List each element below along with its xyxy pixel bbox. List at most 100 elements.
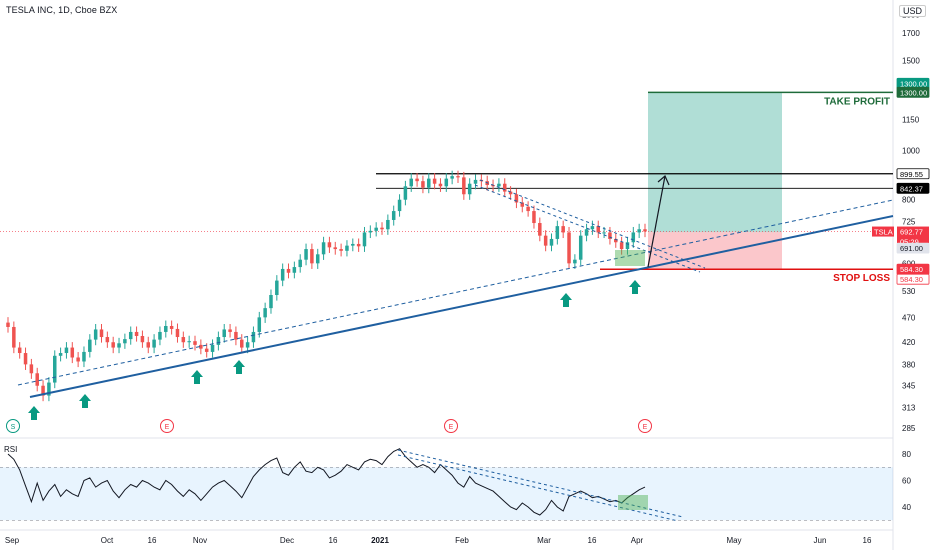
y-tick-label: 1500 — [902, 57, 920, 66]
y-tick-label: 313 — [902, 403, 916, 412]
candle-body — [596, 226, 601, 233]
candle-body — [240, 339, 244, 348]
candle-body — [210, 344, 215, 352]
candle-body — [491, 185, 495, 187]
y-tick-label: 345 — [902, 382, 916, 391]
candle-body — [216, 337, 221, 345]
candle-body — [280, 268, 285, 281]
candle-body — [99, 329, 104, 338]
stop-price-2-tag — [896, 273, 930, 285]
candle-body — [467, 183, 472, 195]
candle-body — [128, 331, 133, 340]
main-uptrend-line — [29, 215, 894, 398]
candle-body — [245, 342, 250, 348]
resistance-899-tag-text: 899.55 — [900, 170, 923, 179]
candle-body — [111, 342, 115, 348]
candle-body — [82, 351, 86, 362]
candle-body — [298, 259, 302, 268]
stop-price-tag-text: 584.30 — [900, 265, 923, 274]
candle-body — [462, 177, 466, 195]
candle-body — [432, 178, 437, 184]
candle-body — [421, 181, 425, 188]
entry-price-tag — [896, 242, 930, 254]
resistance-842-tag-text: 842.37 — [900, 184, 923, 193]
candle-body — [146, 342, 151, 348]
candle-body — [497, 183, 501, 187]
candle-body — [321, 242, 326, 255]
candle-body — [555, 226, 560, 239]
x-tick-label: Sep — [5, 536, 20, 545]
candle-body — [625, 242, 630, 250]
resistance-899-tag — [896, 168, 930, 180]
candle-body — [187, 341, 191, 343]
candle-body — [456, 176, 460, 178]
candle-body — [23, 353, 28, 365]
rsi-consolidation-box — [618, 495, 648, 510]
up-arrow-icon — [560, 293, 572, 307]
candle-body — [17, 347, 22, 354]
dashed-uptrend-line — [17, 199, 894, 386]
event-marker-earnings-icon — [444, 419, 458, 433]
candle-body — [228, 329, 232, 332]
candle-body — [105, 337, 110, 343]
x-tick-label: May — [726, 536, 741, 545]
candle-body — [175, 328, 180, 338]
candle-body — [263, 308, 267, 318]
y-tick-label: 380 — [902, 360, 916, 369]
x-tick-label: 16 — [148, 536, 157, 545]
candle-body — [333, 247, 338, 250]
candle-body — [64, 347, 69, 354]
candle-body — [339, 249, 343, 251]
candle-body — [391, 211, 396, 220]
take-profit-zone — [648, 92, 782, 233]
rsi-line — [7, 448, 646, 516]
candle-body — [444, 178, 449, 187]
candle-body — [561, 226, 565, 233]
candle-body — [327, 242, 332, 248]
y-tick-label: 530 — [902, 287, 916, 296]
candle-body — [275, 280, 279, 295]
candle-body — [286, 268, 291, 273]
candle-body — [93, 329, 98, 340]
candle-body — [6, 322, 10, 327]
event-marker-label: E — [449, 424, 454, 431]
last-price-tag-text: 692.77 — [900, 228, 923, 237]
resistance-842-tag — [896, 182, 930, 194]
candle-body — [514, 194, 519, 203]
last-price-tag — [897, 226, 929, 247]
candle-body — [310, 249, 314, 264]
currency-selector[interactable]: USD — [898, 5, 926, 17]
candle-body — [538, 223, 542, 236]
rsi-band — [0, 467, 893, 521]
event-marker-earnings-icon — [638, 419, 652, 433]
chart-title: TESLA INC, 1D, Cboe BZX — [6, 5, 118, 15]
candle-body — [438, 183, 443, 187]
candle-body — [134, 331, 139, 337]
target-price-tag-text: 1300.00 — [900, 79, 927, 88]
up-arrow-icon — [233, 360, 245, 374]
candle-body — [386, 219, 390, 230]
candle-body — [47, 382, 51, 396]
x-tick-label: Jun — [814, 536, 827, 545]
entry-price-tag-text: 691.00 — [900, 244, 923, 253]
y-tick-label: 1000 — [902, 146, 920, 155]
candle-body — [508, 191, 513, 195]
event-marker-label: E — [643, 424, 648, 431]
candle-body — [614, 238, 618, 243]
symbol-tag — [872, 226, 894, 237]
symbol-tag-text: TSLA — [874, 228, 893, 237]
x-tick-label: Apr — [631, 536, 644, 545]
candle-body — [619, 242, 624, 250]
dashed-downtrend-upper — [479, 179, 706, 269]
candle-body — [584, 229, 589, 236]
x-tick-label: Nov — [193, 536, 207, 545]
candle-body — [637, 229, 641, 233]
candle-body — [415, 178, 419, 182]
candle-body — [269, 294, 273, 309]
rsi-tick-label: 60 — [902, 477, 911, 486]
rsi-label: RSI — [4, 445, 17, 454]
candle-body — [380, 227, 384, 230]
dashed-downtrend-lower — [474, 184, 701, 273]
